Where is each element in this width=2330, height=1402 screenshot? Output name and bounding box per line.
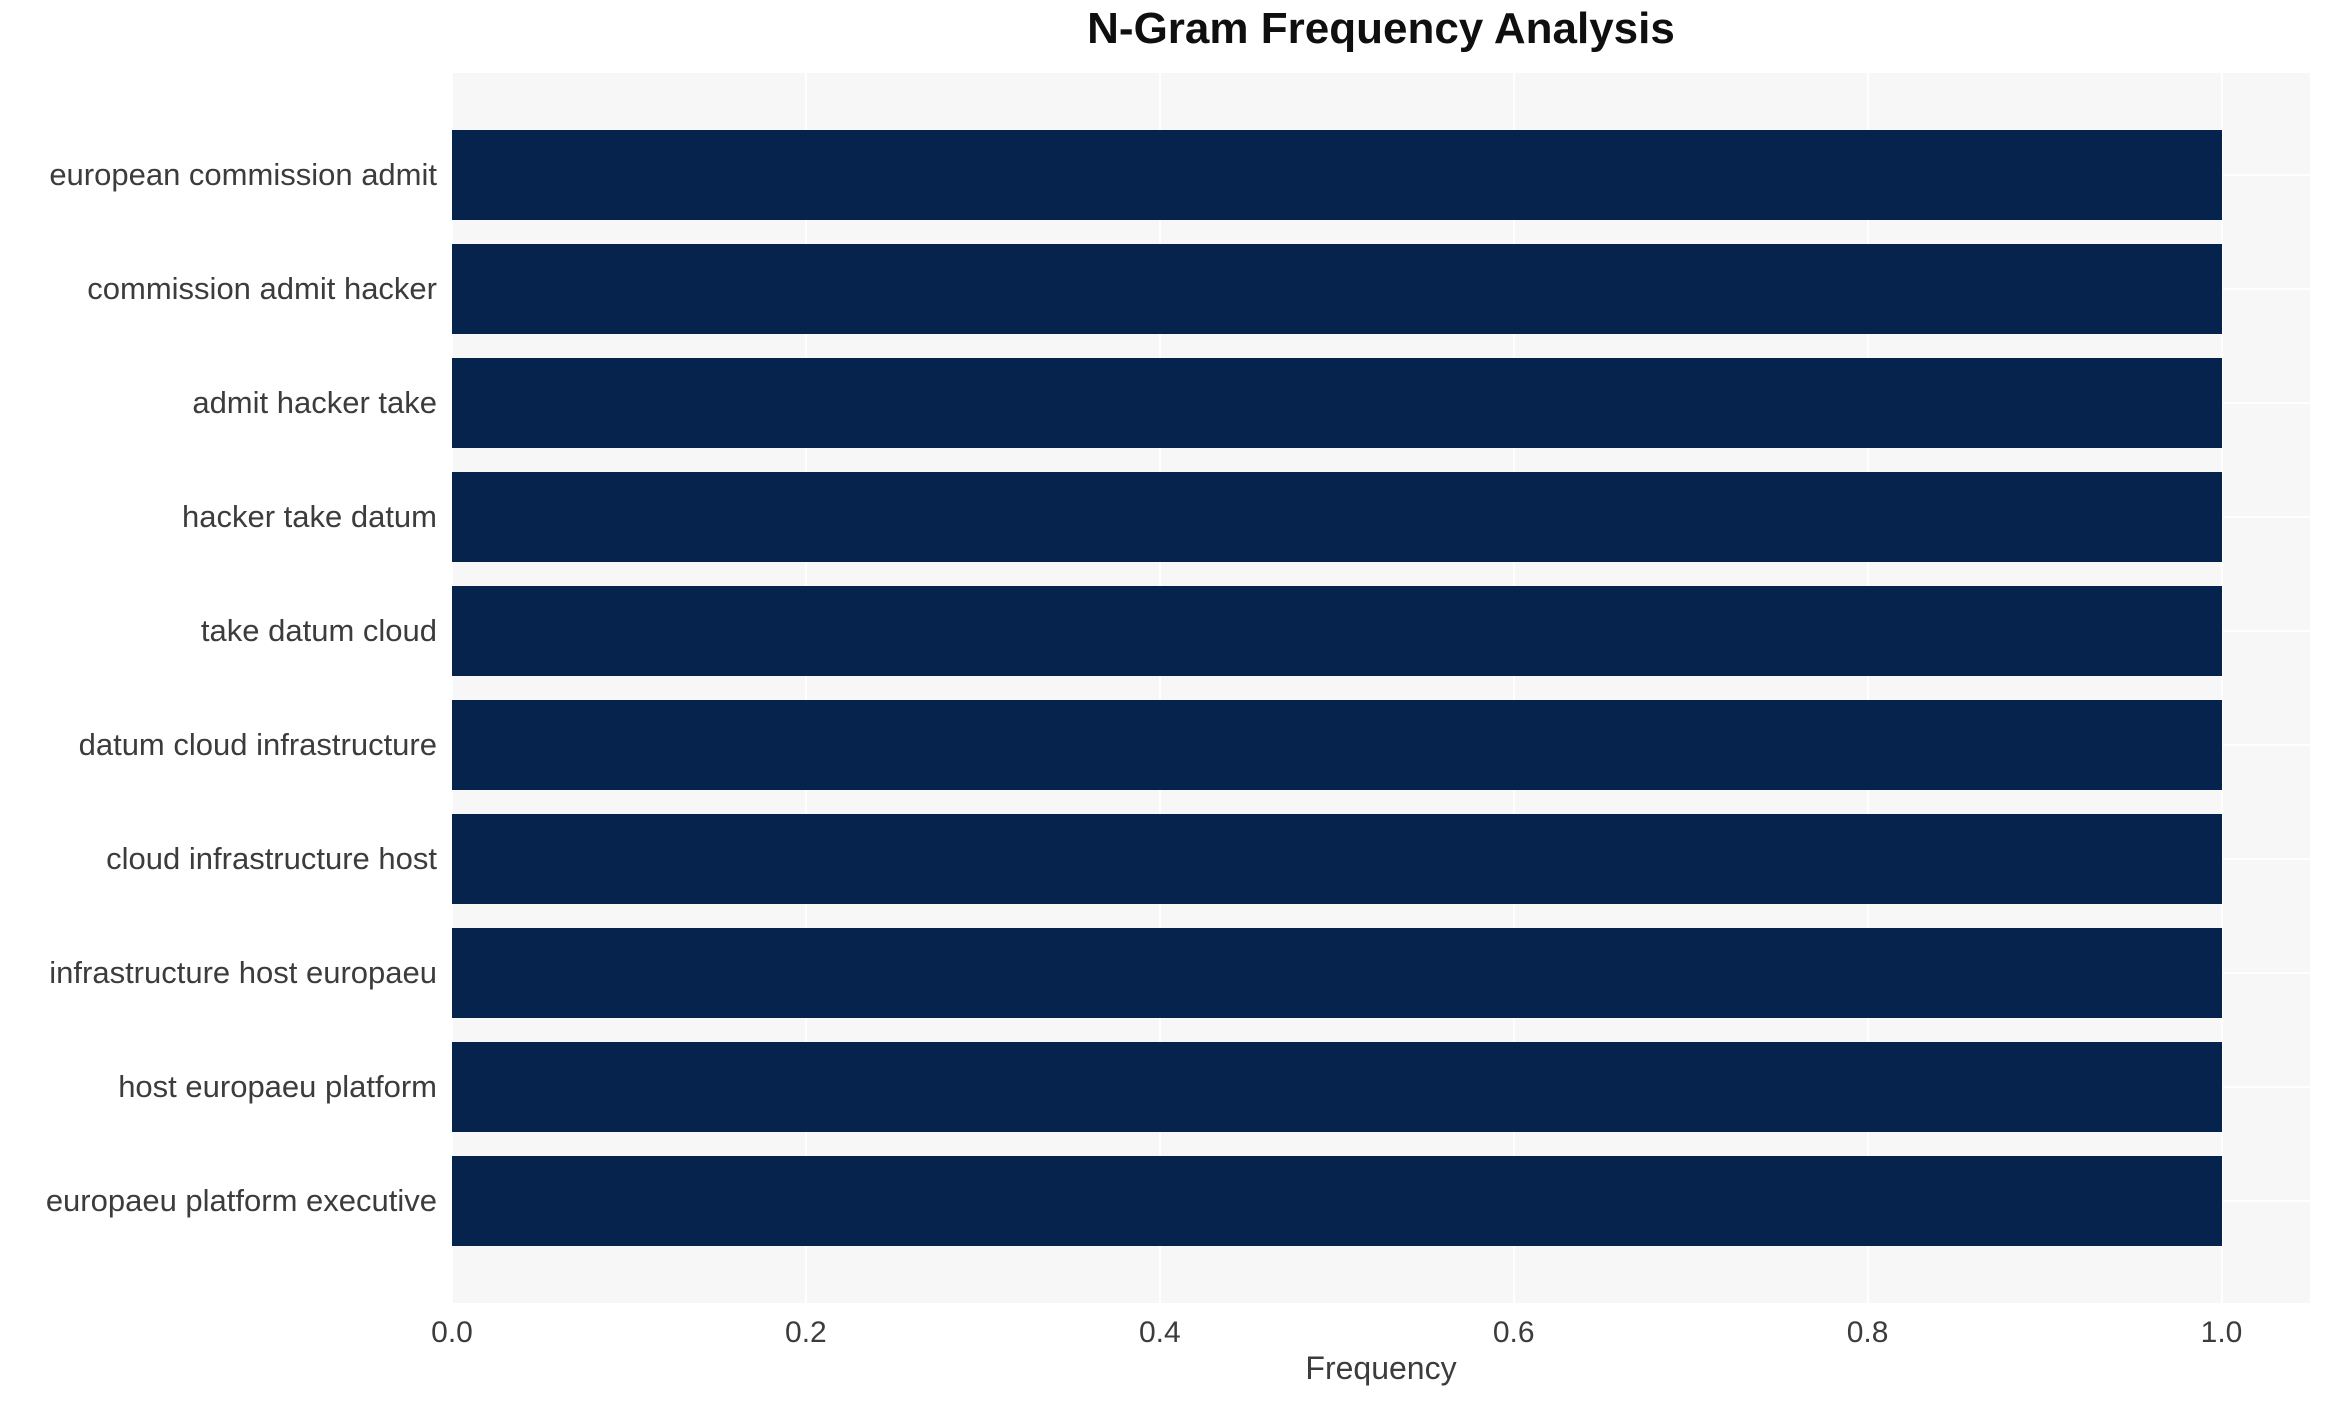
bar <box>452 358 2222 448</box>
bar <box>452 814 2222 904</box>
x-gridline <box>804 73 807 1303</box>
y-axis-label: datum cloud infrastructure <box>78 727 437 762</box>
bar <box>452 130 2222 220</box>
bar <box>452 244 2222 334</box>
bar <box>452 1042 2222 1132</box>
y-axis: european commission admit commission admi… <box>0 73 440 1303</box>
y-axis-label: host europaeu platform <box>118 1069 437 1104</box>
x-gridline <box>1158 73 1161 1303</box>
x-tick-label: 0.2 <box>785 1316 827 1349</box>
y-axis-label: take datum cloud <box>200 613 437 648</box>
x-tick-label: 0.4 <box>1138 1316 1181 1349</box>
y-axis-label: cloud infrastructure host <box>106 841 437 876</box>
y-axis-label: admit hacker take <box>192 385 437 420</box>
x-tick-label: 1.0 <box>2200 1316 2243 1349</box>
x-gridline <box>451 73 453 1303</box>
x-gridline <box>1512 73 1515 1303</box>
x-axis-title: Frequency <box>1305 1350 1457 1386</box>
bar <box>452 586 2222 676</box>
x-gridline <box>2220 73 2223 1303</box>
y-axis-label: hacker take datum <box>181 499 437 534</box>
x-tick-label: 0.0 <box>431 1316 473 1349</box>
y-axis-label: europaeu platform executive <box>45 1183 437 1218</box>
bar <box>452 928 2222 1018</box>
x-tick-label: 0.8 <box>1846 1316 1889 1349</box>
bar <box>452 700 2222 790</box>
y-axis-label: infrastructure host europaeu <box>49 955 437 990</box>
y-axis-label: european commission admit <box>49 157 437 192</box>
bar <box>452 472 2222 562</box>
x-tick-label: 0.6 <box>1492 1316 1535 1349</box>
bar <box>452 1156 2222 1246</box>
y-axis-label: commission admit hacker <box>87 271 437 306</box>
plot-area <box>451 73 2310 1303</box>
chart-title: N-Gram Frequency Analysis <box>1087 4 1675 53</box>
x-gridline <box>1866 73 1869 1303</box>
